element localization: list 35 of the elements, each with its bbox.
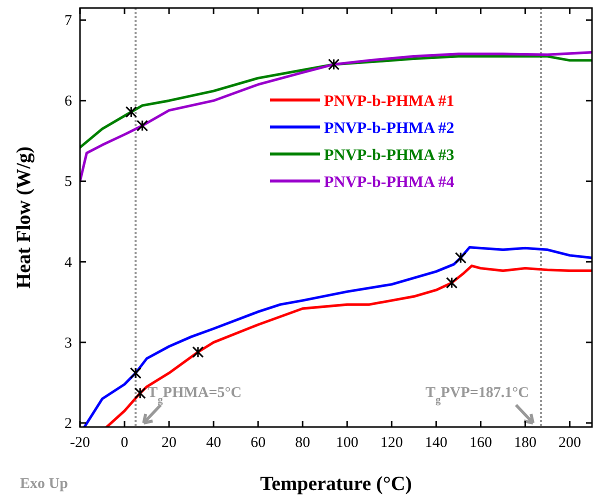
legend-label: PNVP-b-PHMA #4 — [324, 174, 454, 191]
ref-line-label: T$_{g}$PHMA=5°C — [148, 385, 242, 406]
x-tick-label: -20 — [70, 435, 90, 451]
x-tick-label: 100 — [336, 435, 358, 451]
y-tick-label: 7 — [64, 13, 72, 30]
legend-label: PNVP-b-PHMA #2 — [324, 120, 454, 137]
point — [328, 58, 340, 70]
y-tick-label: 5 — [64, 174, 72, 190]
y-tick-label: 3 — [64, 335, 72, 352]
y-axis-title: Heat Flow (W/g) — [13, 146, 35, 289]
text: Exo Up — [20, 476, 68, 492]
point — [134, 387, 146, 399]
legend-label: PNVP-b-PHMA #1 — [324, 93, 454, 110]
x-tick-label: 180 — [514, 435, 536, 451]
y-tick-label: 2 — [64, 416, 72, 432]
point — [192, 346, 204, 358]
x-tick-label: 80 — [295, 435, 310, 451]
x-tick-label: 200 — [558, 435, 581, 451]
x-tick-label: 40 — [206, 435, 222, 451]
point — [446, 276, 458, 289]
point — [136, 120, 148, 132]
x-axis-title: Temperature (°C) — [260, 473, 412, 495]
legend-label: PNVP-b-PHMA #3 — [324, 147, 454, 164]
x-tick-label: 60 — [250, 435, 266, 451]
x-tick-label: 140 — [424, 435, 448, 451]
point — [454, 252, 466, 264]
x-tick-label: 120 — [380, 435, 403, 451]
y-tick-label: 4 — [64, 254, 72, 271]
x-tick-label: 160 — [469, 435, 492, 451]
x-tick-label: 0 — [120, 435, 128, 451]
y-tick-label: 6 — [64, 94, 72, 110]
ref-line-label: T$_{g}$PVP=187.1°C — [425, 385, 530, 406]
point — [125, 106, 137, 118]
x-tick-label: 20 — [162, 435, 177, 451]
point — [130, 367, 142, 379]
